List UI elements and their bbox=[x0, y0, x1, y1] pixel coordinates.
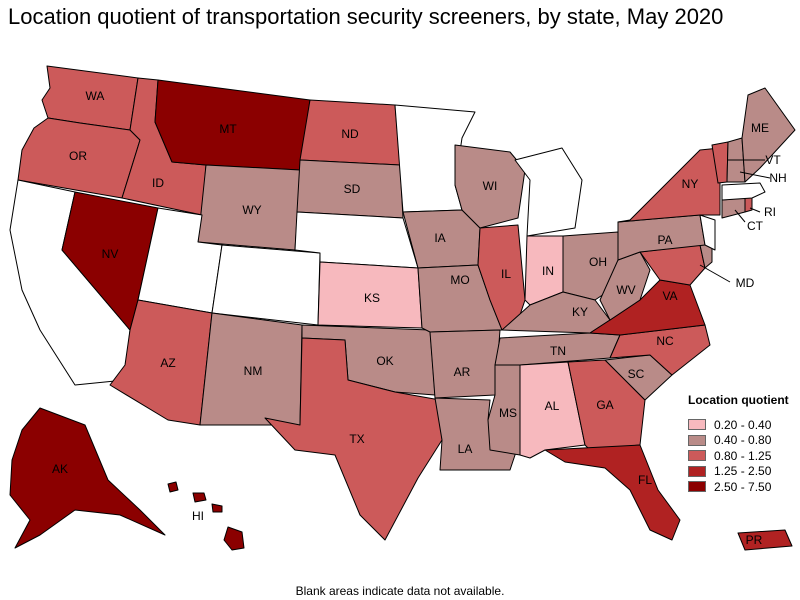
legend-swatch bbox=[688, 465, 706, 477]
state-ar bbox=[429, 329, 501, 399]
legend-swatch bbox=[688, 481, 706, 493]
label-pr: PR bbox=[746, 533, 763, 547]
label-la: LA bbox=[458, 442, 473, 456]
label-id: ID bbox=[152, 176, 164, 190]
label-ri: RI bbox=[764, 205, 776, 219]
label-al: AL bbox=[545, 399, 560, 413]
label-ia: IA bbox=[434, 231, 445, 245]
state-tx bbox=[264, 337, 443, 541]
legend-item: 1.25 - 2.50 bbox=[688, 464, 798, 480]
label-wa: WA bbox=[86, 89, 105, 103]
legend-item: 2.50 - 7.50 bbox=[688, 479, 798, 495]
label-mt: MT bbox=[219, 122, 237, 136]
legend-label: 0.20 - 0.40 bbox=[714, 417, 772, 432]
state-ak bbox=[9, 407, 166, 549]
label-ok: OK bbox=[376, 354, 393, 368]
label-nc: NC bbox=[656, 334, 674, 348]
state-ct bbox=[721, 197, 746, 219]
label-in: IN bbox=[542, 264, 554, 278]
leader-line-nh bbox=[739, 171, 771, 179]
map-title: Location quotient of transportation secu… bbox=[8, 4, 724, 29]
leader-line-ri bbox=[749, 207, 761, 213]
label-nd: ND bbox=[341, 127, 359, 141]
leader-line-md bbox=[699, 264, 731, 283]
label-nv: NV bbox=[102, 247, 119, 261]
state-nj bbox=[699, 214, 716, 251]
label-wi: WI bbox=[483, 179, 498, 193]
label-me: ME bbox=[751, 121, 769, 135]
label-ny: NY bbox=[682, 177, 699, 191]
label-tn: TN bbox=[550, 344, 566, 358]
state-co bbox=[211, 244, 321, 326]
label-ms: MS bbox=[499, 406, 517, 420]
legend: Location quotient 0.20 - 0.40 0.40 - 0.8… bbox=[688, 393, 798, 495]
label-wv: WV bbox=[616, 283, 635, 297]
label-wy: WY bbox=[242, 203, 261, 217]
label-sd: SD bbox=[344, 182, 361, 196]
label-ak: AK bbox=[52, 462, 68, 476]
state-hi bbox=[167, 481, 245, 551]
label-ga: GA bbox=[596, 398, 613, 412]
label-nh: NH bbox=[769, 171, 786, 185]
label-or: OR bbox=[69, 149, 87, 163]
label-ct: CT bbox=[747, 219, 764, 233]
legend-title: Location quotient bbox=[688, 393, 789, 407]
label-fl: FL bbox=[638, 473, 652, 487]
label-oh: OH bbox=[589, 255, 607, 269]
state-me bbox=[741, 87, 796, 183]
legend-item: 0.20 - 0.40 bbox=[688, 417, 798, 433]
state-fl bbox=[544, 444, 681, 541]
state-ny bbox=[617, 147, 721, 223]
label-ky: KY bbox=[572, 305, 588, 319]
label-az: AZ bbox=[160, 356, 175, 370]
state-ri bbox=[744, 197, 753, 213]
legend-item: 0.40 - 0.80 bbox=[688, 433, 798, 449]
legend-label: 0.80 - 1.25 bbox=[714, 448, 772, 463]
label-il: IL bbox=[501, 267, 511, 281]
label-ks: KS bbox=[364, 291, 380, 305]
label-mo: MO bbox=[450, 273, 469, 287]
label-nm: NM bbox=[244, 364, 263, 378]
legend-label: 2.50 - 7.50 bbox=[714, 479, 772, 494]
legend-swatch bbox=[688, 450, 706, 462]
state-pr bbox=[737, 529, 793, 551]
legend-item: 0.80 - 1.25 bbox=[688, 448, 798, 464]
legend-swatch bbox=[688, 419, 706, 431]
label-sc: SC bbox=[628, 367, 645, 381]
label-va: VA bbox=[662, 289, 677, 303]
leader-line-ct bbox=[734, 209, 746, 223]
footnote: Blank areas indicate data not available. bbox=[295, 584, 505, 598]
legend-label: 0.40 - 0.80 bbox=[714, 433, 772, 448]
legend-swatch bbox=[688, 434, 706, 446]
label-vt: VT bbox=[765, 153, 781, 167]
legend-label: 1.25 - 2.50 bbox=[714, 464, 772, 479]
label-tx: TX bbox=[349, 432, 364, 446]
state-mi bbox=[514, 147, 583, 237]
label-ar: AR bbox=[454, 365, 471, 379]
state-ma bbox=[721, 182, 766, 201]
state-wi bbox=[454, 144, 526, 229]
label-pa: PA bbox=[657, 233, 672, 247]
label-hi: HI bbox=[192, 509, 204, 523]
state-la bbox=[434, 397, 521, 471]
label-md: MD bbox=[736, 276, 755, 290]
